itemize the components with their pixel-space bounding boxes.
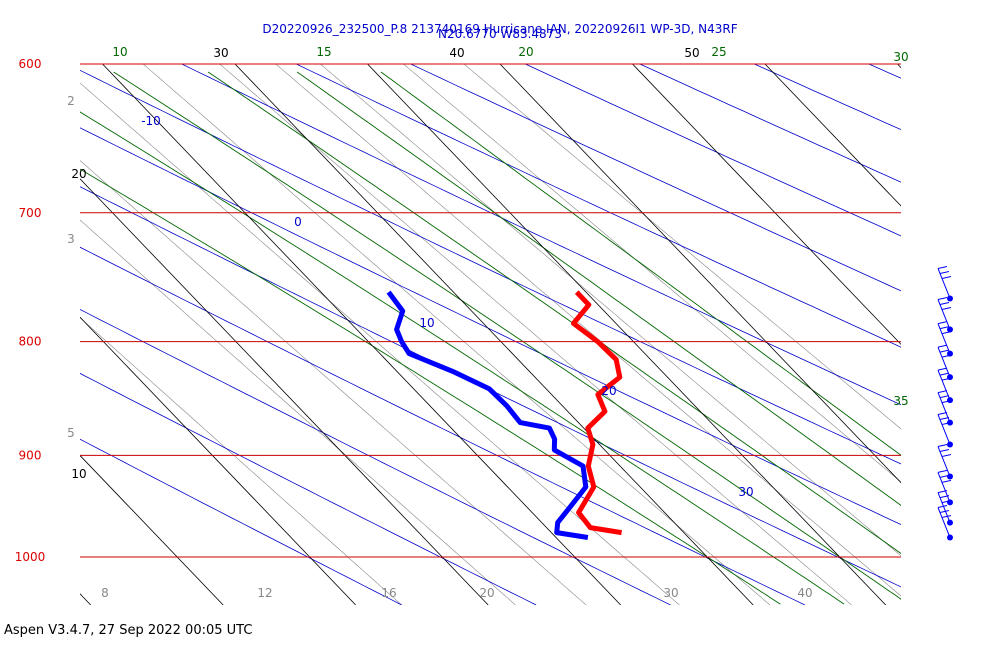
chart-title-line2: N20.6770 W83.4873 [438,27,562,41]
dry-adiabat-line [639,64,901,183]
wind-barb [937,297,953,333]
isotherm-label: 10 [71,467,86,481]
footer-version: Aspen V3.4.7, 27 Sep 2022 00:05 UTC [4,623,253,638]
dry-adiabat-line [181,64,901,406]
isotherm-line [80,178,489,605]
moist-adiabat-label: 20 [518,45,533,59]
moist-adiabat-label: 35 [893,394,908,408]
isotherm-line [632,64,901,345]
wind-barbs [937,265,953,541]
mixing-ratio-line [275,64,901,597]
mixing-ratio-label: 2 [67,94,75,108]
mixing-ratio-label: 3 [67,232,75,246]
pressure-label: 1000 [15,550,46,564]
isotherm-line [80,316,356,605]
mixing-ratio-label: 16 [381,586,396,600]
pressure-label: 700 [19,206,42,220]
dewpoint-trace [386,290,589,540]
wind-barb [937,490,953,526]
moist-adiabat-line [207,71,901,555]
pressure-label: 900 [19,448,42,462]
dry-adiabat-label: 30 [738,485,753,499]
dry-adiabat-line [80,438,402,605]
moist-adiabat-line [380,71,901,456]
pressure-label: 800 [19,335,42,349]
isotherm-line [102,64,621,605]
dry-adiabat-label: 20 [601,384,616,398]
mixing-ratio-label: 40 [797,586,812,600]
isotherm-label: 50 [684,46,699,60]
axis-labels: 600 700 800 900 1000 20 10 30 40 50 -10 0 10 20 30 10 15… [15,45,909,600]
dry-adiabat-line [410,64,901,292]
sounding-traces [386,290,623,540]
dry-adiabat-line [80,372,537,605]
mixing-ratio-lines [80,64,901,605]
chart-title-line1: D20220926_232500_P.8 213740169 Hurricane… [262,22,737,36]
dry-adiabat-line [80,127,901,526]
moist-adiabat-line [80,111,845,605]
isotherm-label: 30 [213,46,228,60]
isotherm-line [80,454,224,605]
wind-barb [937,412,953,448]
mixing-ratio-line [80,219,516,605]
isotherm-line [764,64,901,207]
pressure-label: 600 [19,57,42,71]
isotherm-label: 20 [71,167,86,181]
wind-barb [937,367,953,404]
wind-barb [937,505,953,541]
moist-adiabat-label: 25 [711,45,726,59]
isotherm-line [367,64,886,605]
mixing-ratio-line [80,82,680,605]
dry-adiabat-line [296,64,901,348]
isotherm-line [234,64,754,605]
mixing-ratio-label: 30 [663,586,678,600]
dry-adiabat-line [80,246,806,605]
moist-adiabat-line [296,71,901,506]
mixing-ratio-label: 8 [101,586,109,600]
dry-adiabat-line [983,64,1000,605]
wind-barb [937,444,953,480]
dry-adiabat-line [525,64,901,237]
moist-adiabat-line [113,71,901,600]
mixing-ratio-line [80,317,402,605]
mixing-ratio-line [143,64,771,605]
moist-adiabat-label: 15 [316,45,331,59]
dry-adiabat-line [868,64,901,79]
mixing-ratio-label: 5 [67,426,75,440]
dry-adiabat-line [80,69,901,465]
dry-adiabat-label: 10 [419,316,434,330]
temperature-trace [571,290,623,536]
dry-adiabats [80,64,1000,605]
moist-adiabat-label: 30 [893,50,908,64]
wind-barb [937,265,953,302]
mixing-ratio-label: 20 [479,586,494,600]
wind-barb [937,321,953,357]
isobars [80,63,901,558]
mixing-ratio-line [320,64,901,557]
wind-barb [937,344,953,381]
mixing-ratio-line [80,160,587,605]
isotherm-line [80,593,91,605]
isotherm-line [499,64,901,484]
dry-adiabat-label: 0 [294,215,302,229]
mixing-ratio-label: 12 [257,586,272,600]
dry-adiabat-line [80,186,901,588]
isotherm-label: 40 [449,46,464,60]
moist-adiabat-line [80,168,781,605]
mixing-ratio-line [403,64,901,483]
mixing-ratio-line [463,64,901,430]
moist-adiabats [80,71,901,605]
isotherms [80,64,901,605]
moist-adiabat-label: 10 [112,45,127,59]
mixing-ratio-line [219,64,852,605]
dry-adiabat-label: -10 [141,114,161,128]
dry-adiabat-line [80,308,671,605]
